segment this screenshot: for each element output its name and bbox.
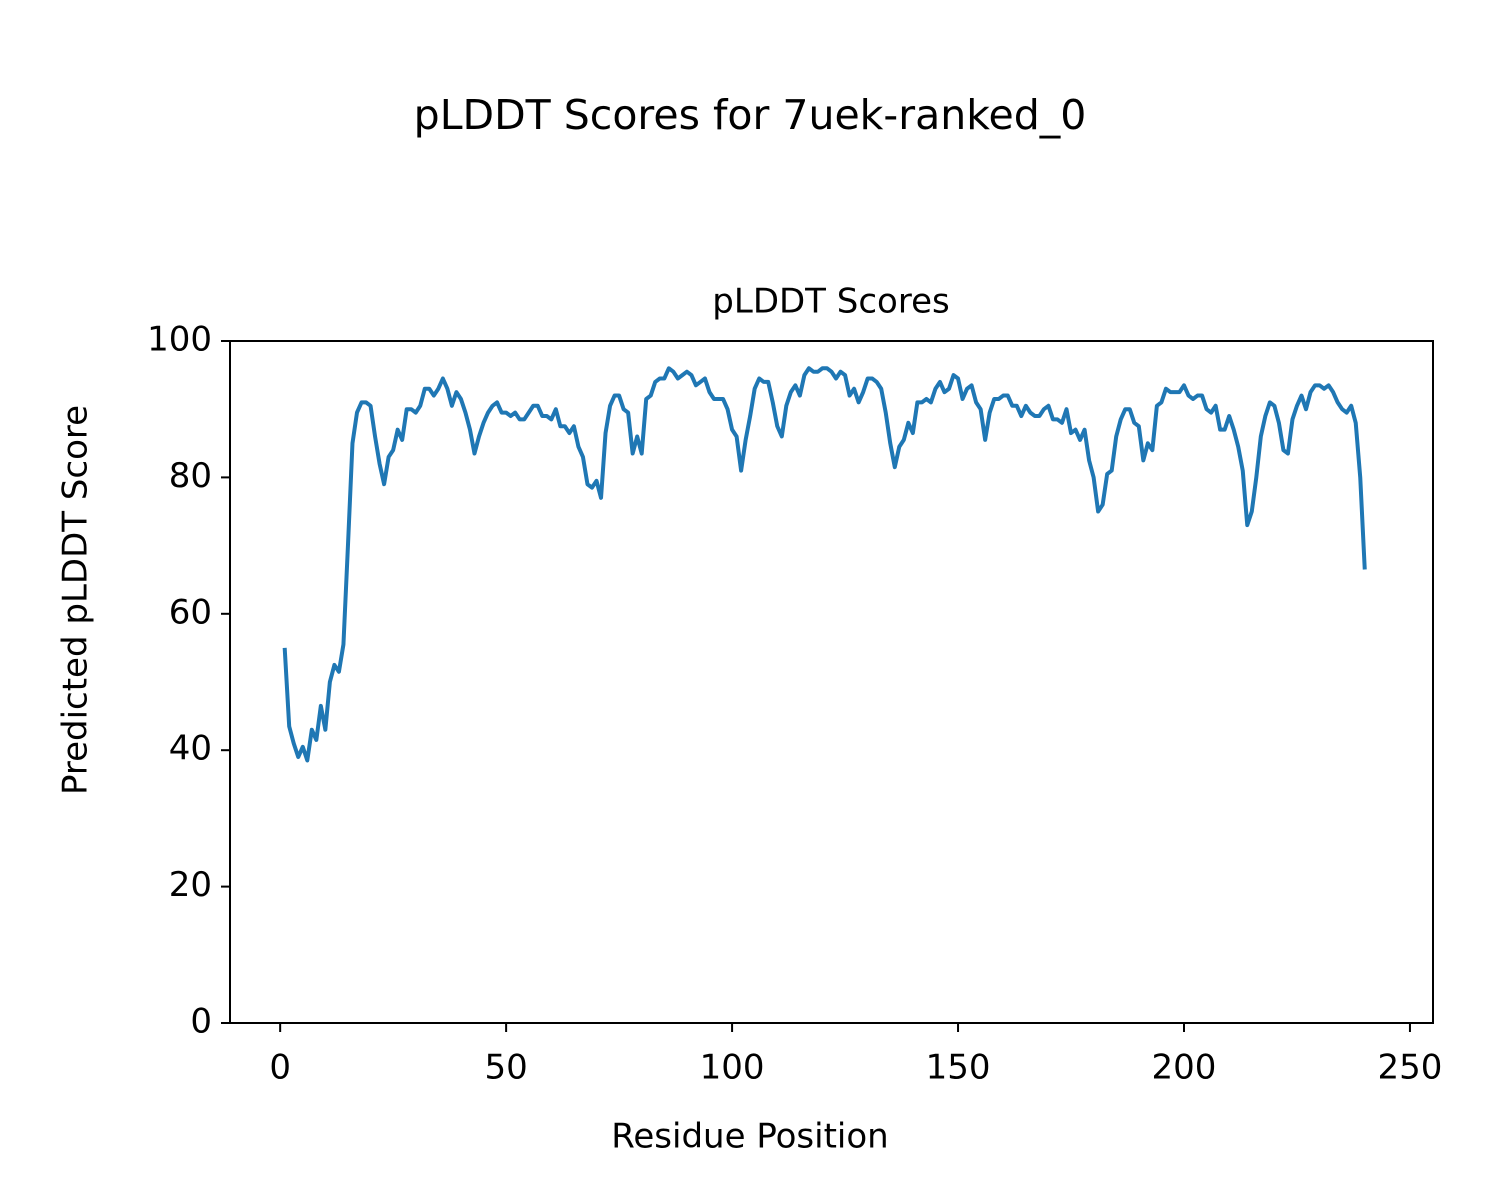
y-tick-label: 0 bbox=[190, 1002, 212, 1042]
y-tick-label: 60 bbox=[169, 592, 212, 632]
y-axis-label: Predicted pLDDT Score bbox=[56, 405, 96, 795]
y-tick-label: 20 bbox=[169, 865, 212, 905]
chart-title: pLDDT Scores bbox=[712, 282, 949, 322]
figure-title: pLDDT Scores for 7uek-ranked_0 bbox=[414, 91, 1087, 139]
y-tick-label: 80 bbox=[169, 456, 212, 496]
x-tick-label: 50 bbox=[484, 1048, 527, 1088]
x-tick-label: 100 bbox=[700, 1048, 765, 1088]
x-tick-label: 200 bbox=[1152, 1048, 1217, 1088]
x-tick-label: 250 bbox=[1377, 1048, 1442, 1088]
x-tick-label: 150 bbox=[926, 1048, 991, 1088]
x-tick-label: 0 bbox=[269, 1048, 291, 1088]
x-axis-label: Residue Position bbox=[611, 1117, 888, 1157]
y-tick-label: 100 bbox=[147, 320, 212, 360]
data-line bbox=[282, 366, 1367, 763]
y-tick-label: 40 bbox=[169, 729, 212, 769]
plot-frame bbox=[229, 340, 1434, 1024]
